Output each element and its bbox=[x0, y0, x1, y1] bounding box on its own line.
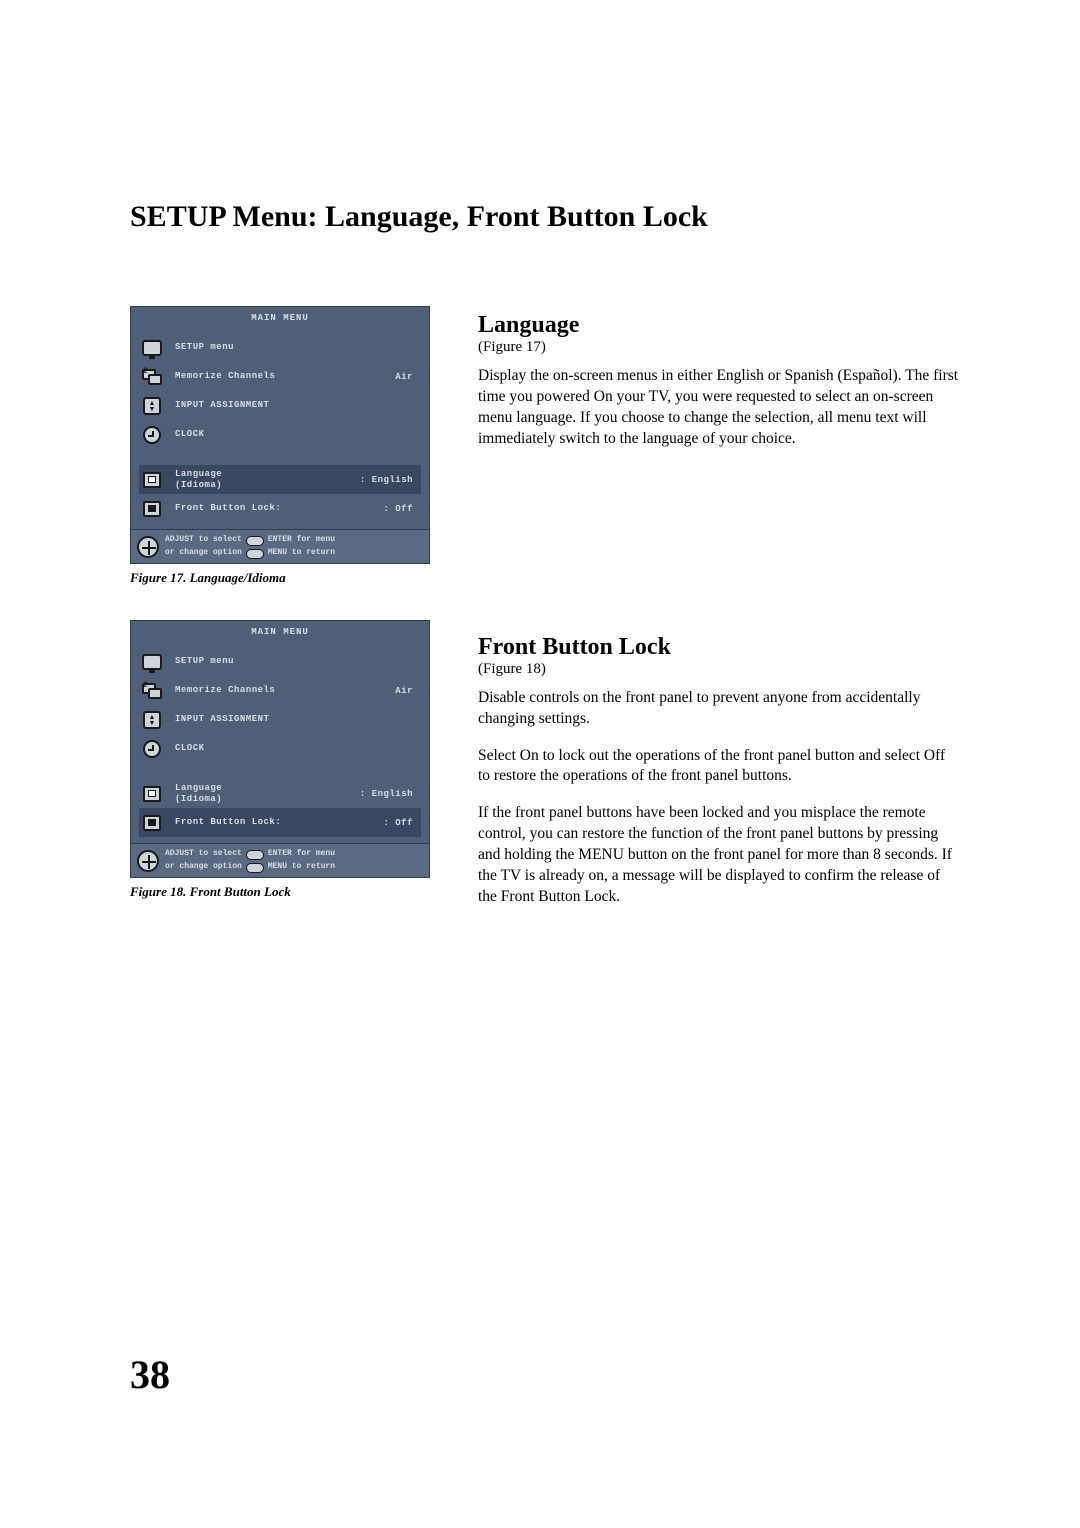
menu-value: : Off bbox=[383, 504, 421, 514]
enter-button-icon bbox=[246, 536, 264, 546]
clock-icon bbox=[139, 738, 165, 760]
fbl-p1: Disable controls on the front panel to p… bbox=[478, 688, 960, 730]
menu-item-input[interactable]: ▲▼ INPUT ASSIGNMENT bbox=[139, 391, 421, 420]
menu-title: MAIN MENU bbox=[131, 307, 429, 329]
nav-change-text: or change option bbox=[165, 862, 242, 872]
box-filled-icon bbox=[139, 812, 165, 834]
menu-body: SETUP menu 2 Memorize Channels Air ▲▼ IN… bbox=[131, 643, 429, 843]
fbl-figref: (Figure 18) bbox=[478, 661, 960, 678]
menu-label: Memorize Channels bbox=[175, 371, 395, 381]
nav-text-group: ADJUST to select ENTER for menu or chang… bbox=[165, 849, 335, 873]
menu-value: : English bbox=[360, 789, 421, 799]
menu-item-language[interactable]: Language (Idioma) : English bbox=[139, 779, 421, 808]
fbl-p3: If the front panel buttons have been loc… bbox=[478, 803, 960, 908]
menu-label: Memorize Channels bbox=[175, 685, 395, 695]
fbl-p2: Select On to lock out the operations of … bbox=[478, 746, 960, 788]
nav-enter-text: ENTER for menu bbox=[268, 535, 335, 545]
nav-menu-text: MENU to return bbox=[268, 548, 335, 558]
menu-item-fbl[interactable]: Front Button Lock: : Off bbox=[139, 494, 421, 523]
box-icon bbox=[139, 469, 165, 491]
clock-icon bbox=[139, 424, 165, 446]
menu-item-input[interactable]: ▲▼ INPUT ASSIGNMENT bbox=[139, 705, 421, 734]
menu-button-icon bbox=[246, 549, 264, 559]
figure-17-caption: Figure 17. Language/Idioma bbox=[130, 570, 430, 586]
figure-18-caption: Figure 18. Front Button Lock bbox=[130, 884, 430, 900]
language-figref: (Figure 17) bbox=[478, 339, 960, 356]
nav-hint-bar: ADJUST to select ENTER for menu or chang… bbox=[130, 530, 430, 564]
menu-label: Front Button Lock: bbox=[175, 503, 383, 513]
nav-text-group: ADJUST to select ENTER for menu or chang… bbox=[165, 535, 335, 559]
menu-label: Language (Idioma) bbox=[175, 469, 360, 490]
menu-label: SETUP menu bbox=[175, 342, 421, 352]
dual-monitor-icon: 2 bbox=[139, 680, 165, 702]
menu-title: MAIN MENU bbox=[131, 621, 429, 643]
menu-item-setup[interactable]: SETUP menu bbox=[139, 647, 421, 676]
menu-button-icon bbox=[246, 863, 264, 873]
menu-label: INPUT ASSIGNMENT bbox=[175, 400, 421, 410]
menu-label: CLOCK bbox=[175, 743, 421, 753]
language-body: Display the on-screen menus in either En… bbox=[478, 366, 960, 450]
menu-body: SETUP menu 2 Memorize Channels Air ▲▼ IN… bbox=[131, 329, 429, 529]
updown-icon: ▲▼ bbox=[139, 395, 165, 417]
menu-item-clock[interactable]: CLOCK bbox=[139, 734, 421, 763]
nav-adjust-text: ADJUST to select bbox=[165, 849, 242, 859]
nav-adjust-text: ADJUST to select bbox=[165, 535, 242, 545]
monitor-icon bbox=[139, 337, 165, 359]
menu-value: Air bbox=[395, 372, 421, 382]
nav-hint-bar: ADJUST to select ENTER for menu or chang… bbox=[130, 844, 430, 878]
fbl-heading: Front Button Lock bbox=[478, 634, 960, 661]
joystick-icon bbox=[137, 850, 159, 872]
menu-label: CLOCK bbox=[175, 429, 421, 439]
menu-label: Language (Idioma) bbox=[175, 783, 360, 804]
menu-label: Front Button Lock: bbox=[175, 817, 383, 827]
box-icon bbox=[139, 783, 165, 805]
page-title: SETUP Menu: Language, Front Button Lock bbox=[130, 200, 960, 234]
menu-item-fbl[interactable]: Front Button Lock: : Off bbox=[139, 808, 421, 837]
language-heading: Language bbox=[478, 312, 960, 339]
figure-18-panel: MAIN MENU SETUP menu 2 Memorize Channels… bbox=[130, 620, 430, 844]
left-column: MAIN MENU SETUP menu 2 Memorize Channels… bbox=[130, 306, 430, 934]
right-column: Language (Figure 17) Display the on-scre… bbox=[478, 306, 960, 934]
menu-value: : English bbox=[360, 475, 421, 485]
menu-value: : Off bbox=[383, 818, 421, 828]
menu-label: SETUP menu bbox=[175, 656, 421, 666]
box-filled-icon bbox=[139, 498, 165, 520]
menu-item-clock[interactable]: CLOCK bbox=[139, 420, 421, 449]
updown-icon: ▲▼ bbox=[139, 709, 165, 731]
monitor-icon bbox=[139, 651, 165, 673]
content-columns: MAIN MENU SETUP menu 2 Memorize Channels… bbox=[130, 306, 960, 934]
joystick-icon bbox=[137, 536, 159, 558]
nav-menu-text: MENU to return bbox=[268, 862, 335, 872]
menu-item-setup[interactable]: SETUP menu bbox=[139, 333, 421, 362]
nav-enter-text: ENTER for menu bbox=[268, 849, 335, 859]
page-number: 38 bbox=[130, 1351, 170, 1398]
menu-item-memorize[interactable]: 2 Memorize Channels Air bbox=[139, 676, 421, 705]
dual-monitor-icon: 2 bbox=[139, 366, 165, 388]
figure-17-panel: MAIN MENU SETUP menu 2 Memorize Channels… bbox=[130, 306, 430, 530]
nav-change-text: or change option bbox=[165, 548, 242, 558]
enter-button-icon bbox=[246, 850, 264, 860]
menu-label: INPUT ASSIGNMENT bbox=[175, 714, 421, 724]
menu-item-memorize[interactable]: 2 Memorize Channels Air bbox=[139, 362, 421, 391]
menu-value: Air bbox=[395, 686, 421, 696]
menu-item-language[interactable]: Language (Idioma) : English bbox=[139, 465, 421, 494]
